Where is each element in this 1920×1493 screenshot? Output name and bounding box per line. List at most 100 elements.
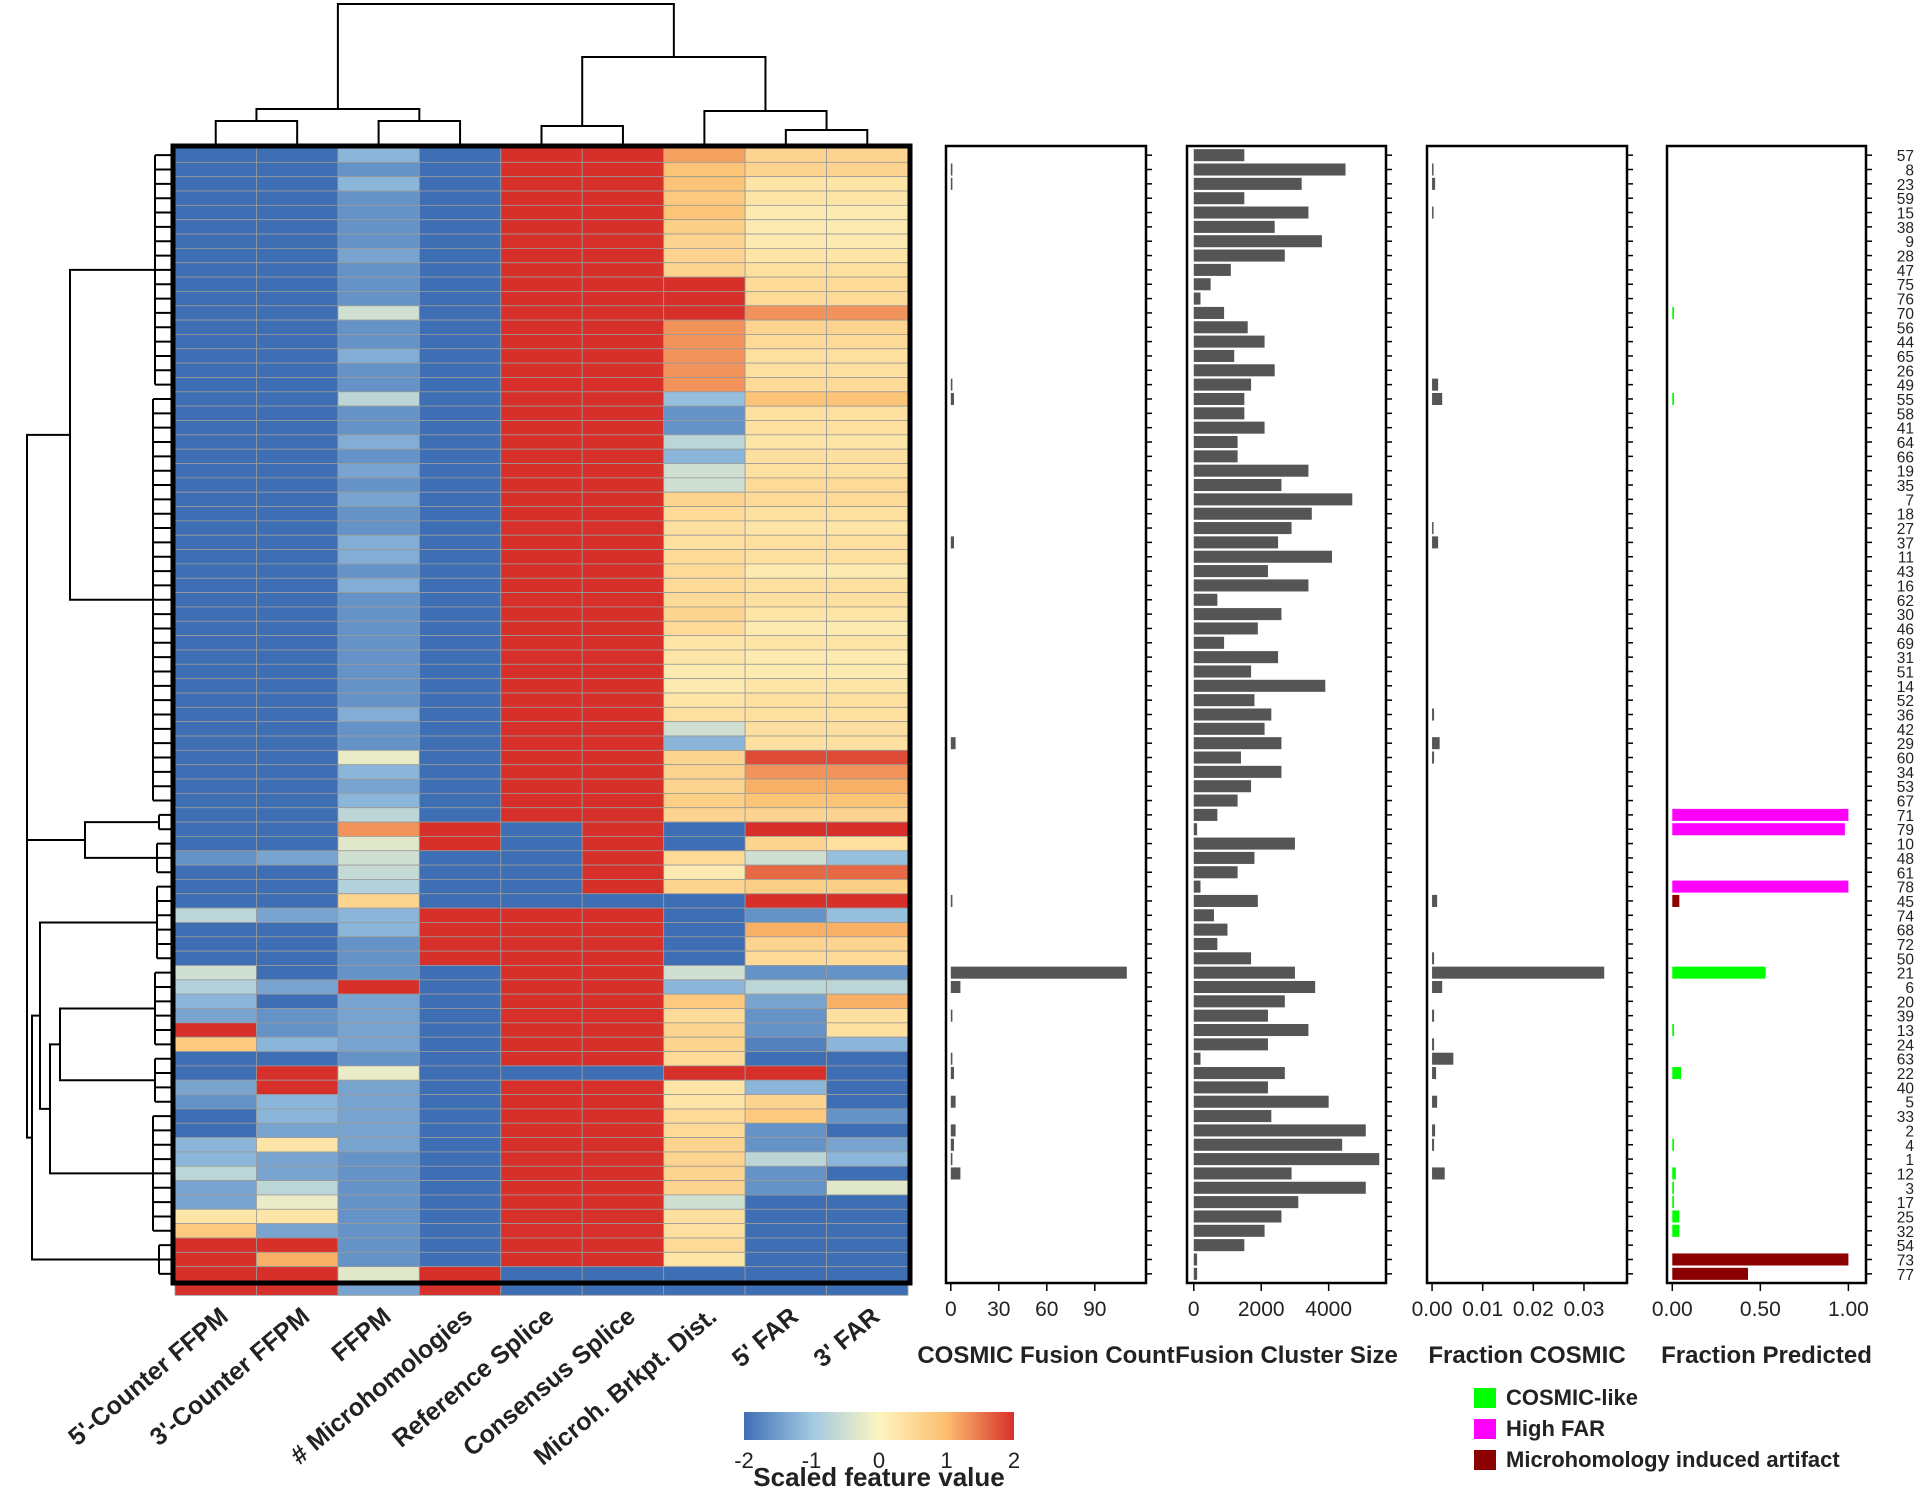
heatmap-cell (174, 334, 257, 350)
heatmap-cell (418, 993, 502, 1009)
heatmap-cell (337, 1223, 420, 1239)
heatmap-cell (256, 1194, 339, 1210)
heatmap-cell (826, 936, 909, 952)
row-id-label: 4 (1905, 1138, 1914, 1155)
heatmap-cell (337, 305, 420, 321)
x-tick-label: 0.03 (1564, 1298, 1605, 1321)
heatmap-cell (826, 1223, 909, 1239)
bar (950, 536, 954, 549)
heatmap-cell (337, 1036, 420, 1052)
heatmap-cell (256, 1008, 339, 1024)
row-id-label: 2 (1905, 1123, 1914, 1140)
heatmap-cell (174, 850, 257, 866)
heatmap-cell (663, 764, 746, 780)
heatmap-cell (744, 262, 827, 278)
bar (950, 378, 953, 391)
heatmap-cell (337, 1194, 420, 1210)
row-id-label: 78 (1897, 880, 1914, 897)
heatmap-cell (418, 1223, 502, 1239)
bar (1432, 980, 1443, 994)
row-id-label: 44 (1897, 335, 1915, 352)
heatmap-cell (256, 506, 339, 522)
heatmap-cell (337, 463, 420, 479)
row-id-label: 30 (1897, 607, 1915, 624)
bar (1432, 177, 1436, 190)
heatmap-cell (256, 520, 339, 536)
bar (1193, 1181, 1366, 1194)
heatmap-cell (500, 1237, 583, 1253)
heatmap-cell (337, 606, 420, 622)
heatmap-cell (663, 377, 746, 393)
heatmap-cell (744, 1165, 827, 1182)
heatmap-cell (418, 792, 502, 809)
bar (950, 1067, 954, 1080)
bar (1432, 952, 1435, 965)
heatmap-cell (826, 1151, 909, 1167)
bar (1193, 636, 1225, 649)
heatmap-cell (174, 219, 257, 235)
heatmap-cell (418, 1151, 502, 1167)
bar-cosmic-like (1672, 1023, 1675, 1037)
heatmap-cell (256, 190, 339, 206)
heatmap-cell (174, 706, 257, 723)
heatmap-cell (744, 778, 827, 794)
row-id-labels: 5782359153892847757670564465264955584164… (1897, 148, 1915, 1284)
heatmap-cell (174, 1122, 257, 1138)
fraction-predicted-panel: 0.00 0.50 1.00 Fraction Predicted (1652, 144, 1872, 1369)
heatmap-cell (500, 420, 583, 436)
heatmap-cell (500, 922, 583, 938)
row-id-label: 77 (1897, 1267, 1914, 1284)
bar (1193, 1095, 1329, 1108)
heatmap-cell (337, 1180, 420, 1196)
row-id-label: 22 (1897, 1066, 1914, 1083)
heatmap-cell (581, 864, 665, 880)
heatmap-cell (174, 377, 257, 393)
heatmap-cell (418, 190, 502, 206)
row-id-label: 57 (1897, 148, 1914, 165)
heatmap-cell (663, 520, 746, 536)
heatmap-cell (256, 305, 339, 321)
heatmap-cell (500, 176, 583, 192)
heatmap-cell (663, 1151, 746, 1167)
heatmap-cell (337, 678, 420, 694)
bar (1193, 1009, 1268, 1022)
heatmap-cell (663, 491, 746, 507)
bar (950, 1153, 953, 1166)
heatmap-cell (744, 563, 827, 579)
heatmap-cell (174, 649, 257, 665)
heatmap-cell (418, 706, 502, 723)
heatmap-cell (500, 1051, 583, 1067)
heatmap-cell (744, 821, 827, 837)
heatmap-cell (256, 319, 339, 335)
heatmap-cell (256, 965, 339, 981)
heatmap-cell (581, 1251, 665, 1268)
heatmap-cell (663, 1022, 746, 1038)
heatmap-cell (581, 1108, 665, 1124)
bar (1193, 751, 1241, 764)
bar (1193, 1267, 1198, 1280)
heatmap-cell (418, 836, 502, 852)
heatmap-cell (663, 1065, 746, 1081)
heatmap-cell (663, 1008, 746, 1024)
heatmap-cell (337, 448, 420, 464)
heatmap-cell (337, 506, 420, 522)
heatmap-cell (744, 678, 827, 694)
heatmap-cell (826, 950, 909, 966)
x-tick-label: 0.50 (1740, 1298, 1781, 1321)
heatmap-cell (581, 1194, 665, 1210)
heatmap-cell (337, 420, 420, 436)
heatmap-cell (256, 1266, 339, 1282)
heatmap-cell (337, 204, 420, 221)
bar (1193, 464, 1309, 477)
heatmap-cell (744, 549, 827, 565)
heatmap-cell (500, 764, 583, 780)
bar (1193, 808, 1218, 821)
heatmap-cell (256, 491, 339, 507)
x-tick-label: 0 (1188, 1298, 1200, 1321)
heatmap-cell (500, 563, 583, 579)
heatmap-cell (418, 577, 502, 593)
heatmap-cell (663, 907, 746, 923)
row-id-label: 9 (1905, 234, 1914, 251)
heatmap-cell (256, 391, 339, 407)
